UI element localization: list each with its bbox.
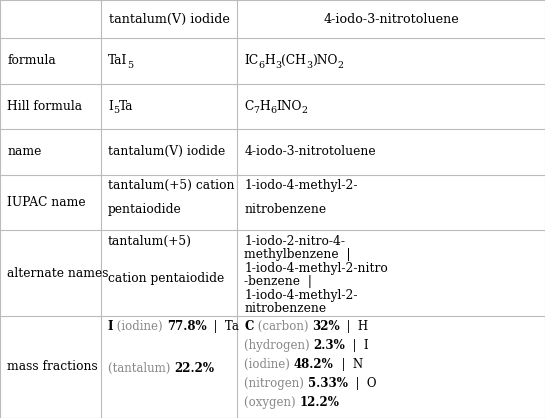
Text: |  N: | N: [334, 358, 362, 371]
Text: (CH: (CH: [281, 54, 306, 67]
Text: C: C: [244, 320, 253, 333]
Text: 2: 2: [302, 106, 308, 115]
Text: INO: INO: [276, 100, 302, 113]
Text: cation pentaiodide: cation pentaiodide: [108, 272, 224, 285]
Text: 1-iodo-4-methyl-2-: 1-iodo-4-methyl-2-: [244, 179, 358, 192]
Text: 7: 7: [253, 106, 259, 115]
Text: tantalum(+5): tantalum(+5): [108, 234, 192, 247]
Text: (carbon): (carbon): [253, 320, 312, 333]
Text: tantalum(V) iodide: tantalum(V) iodide: [108, 13, 229, 25]
Text: -benzene  |: -benzene |: [244, 275, 312, 288]
Text: Hill formula: Hill formula: [7, 100, 82, 113]
Text: name: name: [7, 145, 41, 158]
Text: TaI: TaI: [108, 54, 128, 67]
Text: 6: 6: [258, 61, 264, 70]
Text: I: I: [108, 320, 113, 333]
Text: nitrobenzene: nitrobenzene: [244, 203, 326, 216]
Text: 3: 3: [275, 61, 281, 70]
Text: (iodine): (iodine): [113, 320, 167, 333]
Text: 1-iodo-2-nitro-4-: 1-iodo-2-nitro-4-: [244, 234, 345, 247]
Text: 5: 5: [128, 61, 134, 70]
Text: 48.2%: 48.2%: [294, 358, 334, 371]
Text: (tantalum): (tantalum): [108, 362, 174, 375]
Text: 77.8%: 77.8%: [167, 320, 207, 333]
Text: Ta: Ta: [119, 100, 134, 113]
Text: 1-iodo-4-methyl-2-: 1-iodo-4-methyl-2-: [244, 289, 358, 302]
Text: 12.2%: 12.2%: [300, 395, 340, 409]
Text: 32%: 32%: [312, 320, 340, 333]
Text: 5.33%: 5.33%: [308, 377, 348, 390]
Text: 1-iodo-4-methyl-2-nitro: 1-iodo-4-methyl-2-nitro: [244, 262, 388, 275]
Text: H: H: [264, 54, 275, 67]
Text: 4-iodo-3-nitrotoluene: 4-iodo-3-nitrotoluene: [323, 13, 459, 25]
Text: |  I: | I: [346, 339, 369, 352]
Text: I: I: [108, 100, 113, 113]
Text: H: H: [259, 100, 270, 113]
Text: (oxygen): (oxygen): [244, 395, 300, 409]
Text: |  O: | O: [348, 377, 376, 390]
Text: (iodine): (iodine): [244, 358, 294, 371]
Text: 2: 2: [338, 61, 344, 70]
Text: 5: 5: [113, 106, 119, 115]
Text: nitrobenzene: nitrobenzene: [244, 302, 326, 315]
Text: 3: 3: [306, 61, 312, 70]
Text: (nitrogen): (nitrogen): [244, 377, 308, 390]
Text: tantalum(+5) cation: tantalum(+5) cation: [108, 179, 234, 192]
Text: methylbenzene  |: methylbenzene |: [244, 248, 351, 261]
Text: IC: IC: [244, 54, 258, 67]
Text: formula: formula: [7, 54, 56, 67]
Text: 2.3%: 2.3%: [313, 339, 346, 352]
Text: )NO: )NO: [312, 54, 338, 67]
Text: mass fractions: mass fractions: [7, 360, 98, 373]
Text: 22.2%: 22.2%: [174, 362, 214, 375]
Text: alternate names: alternate names: [7, 267, 108, 280]
Text: pentaiodide: pentaiodide: [108, 203, 181, 216]
Text: 4-iodo-3-nitrotoluene: 4-iodo-3-nitrotoluene: [244, 145, 376, 158]
Text: |  H: | H: [340, 320, 368, 333]
Text: tantalum(V) iodide: tantalum(V) iodide: [108, 145, 225, 158]
Text: C: C: [244, 100, 253, 113]
Text: |  Ta: | Ta: [207, 320, 239, 333]
Text: IUPAC name: IUPAC name: [7, 196, 86, 209]
Text: 6: 6: [270, 106, 276, 115]
Text: (hydrogen): (hydrogen): [244, 339, 313, 352]
